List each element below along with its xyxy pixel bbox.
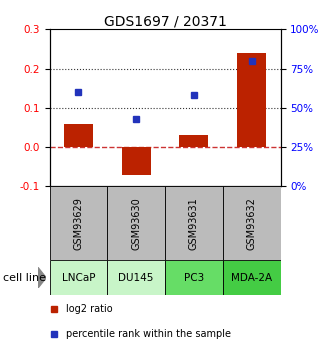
- Bar: [122, 147, 150, 175]
- Bar: [180, 135, 208, 147]
- Text: GSM93631: GSM93631: [189, 197, 199, 250]
- Bar: [50, 186, 107, 260]
- Bar: [107, 260, 165, 295]
- Bar: [64, 124, 93, 147]
- Text: PC3: PC3: [184, 273, 204, 283]
- Bar: [237, 53, 266, 147]
- Text: percentile rank within the sample: percentile rank within the sample: [66, 329, 231, 339]
- Text: GSM93629: GSM93629: [73, 197, 83, 250]
- Bar: [165, 186, 223, 260]
- Bar: [107, 186, 165, 260]
- Text: LNCaP: LNCaP: [62, 273, 95, 283]
- Bar: [50, 260, 107, 295]
- Bar: [223, 186, 280, 260]
- Text: cell line: cell line: [3, 273, 46, 283]
- Bar: [165, 260, 223, 295]
- Bar: [223, 260, 280, 295]
- Title: GDS1697 / 20371: GDS1697 / 20371: [104, 14, 226, 28]
- Text: log2 ratio: log2 ratio: [66, 304, 112, 314]
- Polygon shape: [38, 267, 46, 288]
- Text: DU145: DU145: [118, 273, 154, 283]
- Text: GSM93630: GSM93630: [131, 197, 141, 250]
- Text: GSM93632: GSM93632: [247, 197, 257, 250]
- Text: MDA-2A: MDA-2A: [231, 273, 272, 283]
